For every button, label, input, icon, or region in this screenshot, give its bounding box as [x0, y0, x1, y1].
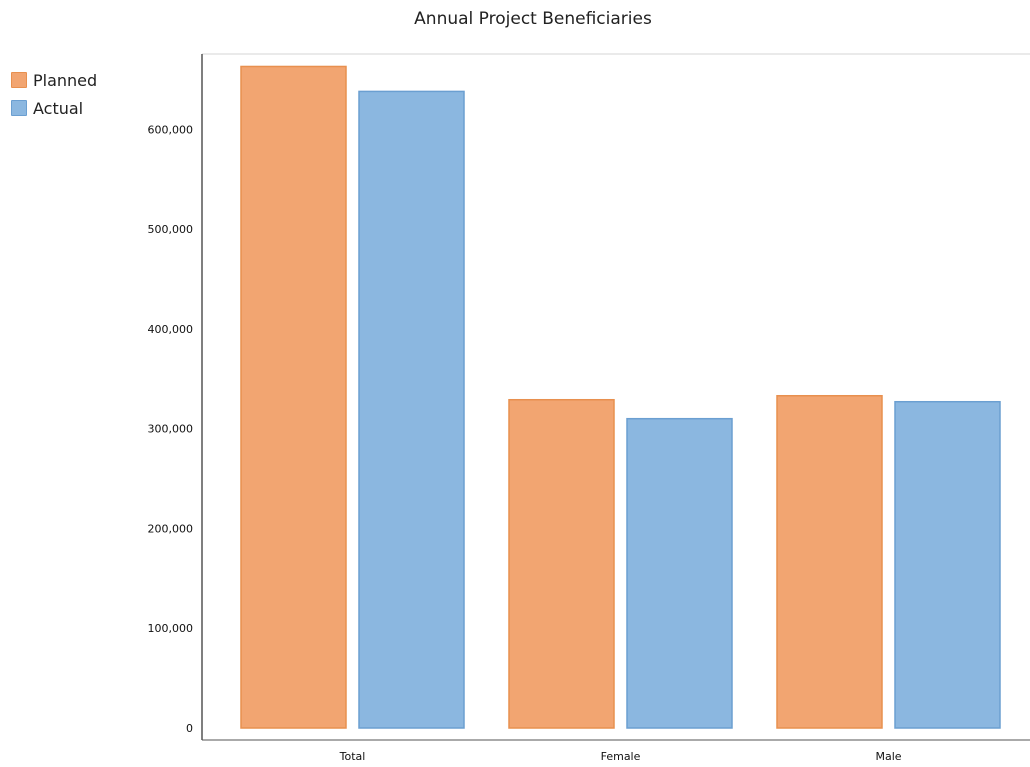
bar-planned-male [776, 394, 883, 729]
legend-swatch-actual [11, 100, 27, 116]
y-tick-label: 400,000 [148, 323, 194, 336]
bar-actual-female [626, 417, 733, 729]
legend-item-actual[interactable]: Actual [11, 94, 97, 122]
bar-actual-male [894, 400, 1001, 729]
bar-actual-total [358, 90, 465, 729]
y-tick-label: 0 [186, 722, 193, 735]
y-tick-label: 200,000 [148, 522, 194, 535]
chart-title: Annual Project Beneficiaries [414, 9, 652, 29]
x-tick-label: Male [875, 750, 901, 763]
legend-swatch-planned [11, 72, 27, 88]
y-tick-label: 600,000 [148, 123, 194, 136]
bar-planned-total [240, 65, 347, 729]
legend-label-actual: Actual [33, 98, 84, 118]
y-tick-label: 300,000 [148, 423, 194, 436]
legend: Planned Actual [11, 66, 97, 122]
x-tick-label: Female [601, 750, 641, 763]
y-tick-label: 500,000 [148, 223, 194, 236]
bar-planned-female [508, 398, 615, 729]
legend-label-planned: Planned [33, 70, 98, 90]
legend-item-planned[interactable]: Planned [11, 66, 97, 94]
y-tick-label: 100,000 [148, 622, 194, 635]
x-tick-label: Total [339, 750, 366, 763]
